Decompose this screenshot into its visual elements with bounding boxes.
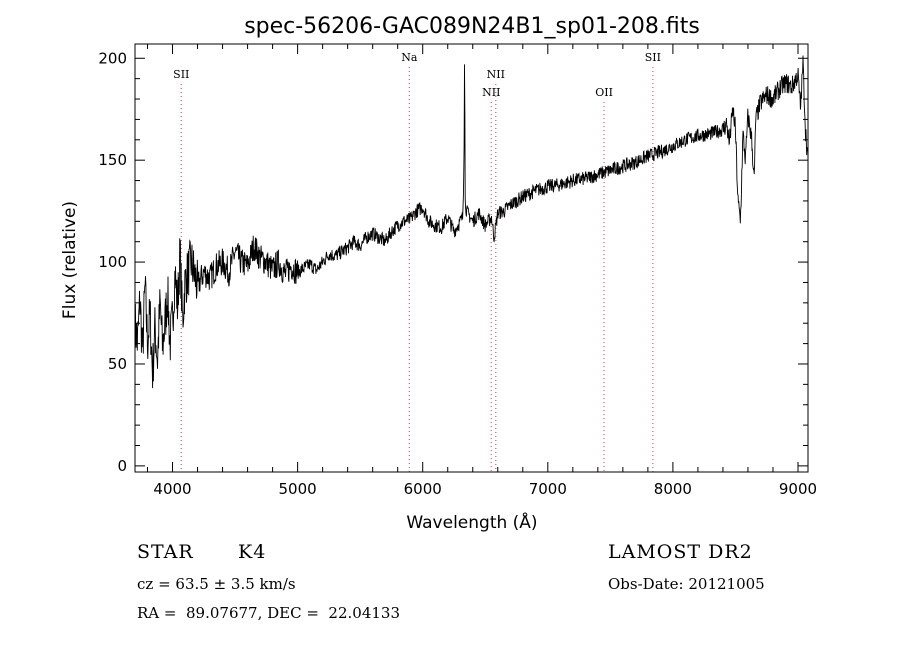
emission-line-label: SII	[173, 68, 189, 81]
plot-frame	[134, 43, 809, 473]
y-axis-label: Flux (relative)	[60, 201, 80, 319]
coordinates-text: RA = 89.07677, DEC = 22.04133	[137, 604, 401, 622]
y-tick-label: 100	[98, 253, 127, 271]
x-tick-label: 8000	[654, 480, 692, 498]
x-axis-label: Wavelength (Å)	[406, 511, 537, 533]
y-tick-label: 200	[98, 49, 127, 67]
chart-title: spec-56206-GAC089N24B1_sp01-208.fits	[244, 14, 700, 39]
x-tick-label: 5000	[279, 480, 317, 498]
x-tick-label: 9000	[779, 480, 817, 498]
y-tick-label: 0	[117, 457, 127, 475]
emission-lines-layer: SII Na NII NII OII SII	[173, 51, 661, 472]
emission-line-label: NII	[487, 68, 505, 81]
object-subclass: K4	[238, 541, 267, 563]
emission-line-label: OII	[595, 86, 613, 99]
x-tick-label: 7000	[529, 480, 567, 498]
emission-line-label: SII	[645, 51, 661, 64]
spectrum-layer	[134, 55, 809, 389]
observation-date: Obs-Date: 20121005	[608, 575, 765, 593]
y-tick-label: 50	[108, 355, 127, 373]
spectrum-line	[134, 55, 809, 389]
axes-layer: 4000 5000 6000 7000 8000 9000 0 50 100 150 200	[98, 43, 817, 498]
emission-line-label: NII	[482, 86, 500, 99]
object-class: STAR	[137, 541, 194, 563]
y-tick-label: 150	[98, 151, 127, 169]
redshift-text: cz = 63.5 ± 3.5 km/s	[137, 575, 296, 593]
emission-line-label: Na	[401, 51, 418, 64]
x-tick-label: 4000	[153, 480, 191, 498]
survey-name: LAMOST DR2	[608, 541, 753, 563]
x-tick-label: 6000	[404, 480, 442, 498]
